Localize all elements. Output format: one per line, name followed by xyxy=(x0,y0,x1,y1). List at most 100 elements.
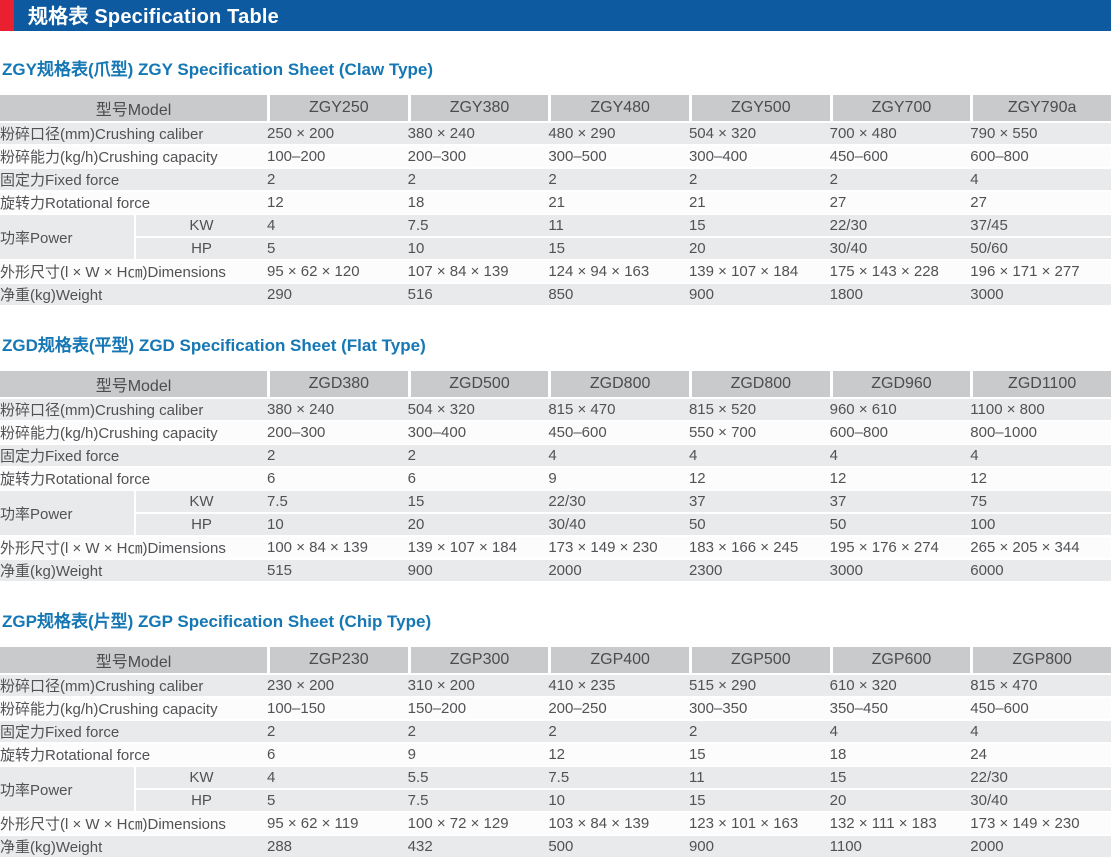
model-header-cell: ZGD800 xyxy=(688,371,830,397)
value-cell: 300–400 xyxy=(688,146,830,167)
table-row: 功率Power KW 4 7.5 11 15 22/30 37/45 xyxy=(0,215,1111,259)
value-cell: 195 × 176 × 274 xyxy=(829,537,971,558)
value-cell: 610 × 320 xyxy=(829,675,971,696)
model-header-cell: ZGD960 xyxy=(829,371,971,397)
value-cell: 5 xyxy=(267,790,408,811)
power-label-cell: 功率Power xyxy=(0,215,134,259)
value-cell: 18 xyxy=(829,744,971,765)
value-cell: 50/60 xyxy=(970,238,1111,259)
value-cell: 265 × 205 × 344 xyxy=(970,537,1111,558)
row-label-cell: 粉碎能力(kg/h)Crushing capacity xyxy=(0,698,267,719)
value-cell: 350–450 xyxy=(829,698,971,719)
table-row: 固定力Fixed force 2 2 2 2 4 4 xyxy=(0,721,1111,742)
row-label-cell: 固定力Fixed force xyxy=(0,169,267,190)
value-cell: 139 × 107 × 184 xyxy=(688,261,830,282)
table-row: 净重(kg)Weight 515 900 2000 2300 3000 6000 xyxy=(0,560,1111,581)
value-cell: 200–300 xyxy=(407,146,549,167)
value-cell: 107 × 84 × 139 xyxy=(407,261,549,282)
value-cell: 15 xyxy=(688,215,830,236)
value-cell: 15 xyxy=(829,767,971,788)
value-cell: 550 × 700 xyxy=(688,422,830,443)
table-row: 功率Power KW 7.5 15 22/30 37 37 75 xyxy=(0,491,1111,535)
value-cell: 960 × 610 xyxy=(829,399,971,420)
model-column-header-cell: 型号Model xyxy=(0,95,267,121)
model-header-cell: ZGD1100 xyxy=(970,371,1111,397)
value-cell: 5.5 xyxy=(407,767,549,788)
model-header-cell: ZGY380 xyxy=(407,95,549,121)
value-cell: 10 xyxy=(407,238,549,259)
row-label-cell: 外形尺寸(l × W × H㎝)Dimensions xyxy=(0,537,267,558)
value-cell: 50 xyxy=(688,514,830,535)
value-cell: 11 xyxy=(548,215,689,236)
value-cell: 700 × 480 xyxy=(829,123,971,144)
value-cell: 124 × 94 × 163 xyxy=(548,261,689,282)
value-cell: 2000 xyxy=(548,560,689,581)
value-cell: 2 xyxy=(829,169,971,190)
value-cell: 37/45 xyxy=(970,215,1111,236)
value-cell: 20 xyxy=(829,790,971,811)
value-cell: 4 xyxy=(829,721,971,742)
value-cell: 504 × 320 xyxy=(407,399,549,420)
value-cell: 2 xyxy=(407,445,549,466)
section-title-zgd: ZGD规格表(平型) ZGD Specification Sheet (Flat… xyxy=(2,336,426,355)
value-cell: 15 xyxy=(407,491,549,512)
value-cell: 3000 xyxy=(970,284,1111,305)
model-header-row: 型号Model ZGY250 ZGY380 ZGY480 ZGY500 ZGY700 ZGY… xyxy=(0,95,1111,121)
power-sub-label-cell: HP xyxy=(134,238,267,259)
value-cell: 100–150 xyxy=(267,698,408,719)
value-cell: 15 xyxy=(548,238,689,259)
value-cell: 815 × 470 xyxy=(548,399,689,420)
value-cell: 450–600 xyxy=(548,422,689,443)
value-cell: 1100 xyxy=(829,836,971,857)
row-label-cell: 净重(kg)Weight xyxy=(0,284,267,305)
table-row: 旋转力Rotational force 6 6 9 12 12 12 xyxy=(0,468,1111,489)
power-sub-label-cell: HP xyxy=(134,790,267,811)
value-cell: 900 xyxy=(407,560,549,581)
row-label-cell: 粉碎能力(kg/h)Crushing capacity xyxy=(0,146,267,167)
blue-title-bar: 规格表 Specification Table xyxy=(14,0,1111,31)
model-header-cell: ZGP800 xyxy=(970,647,1111,673)
value-cell: 15 xyxy=(688,744,830,765)
value-cell: 800–1000 xyxy=(970,422,1111,443)
value-cell: 200–300 xyxy=(267,422,408,443)
row-label-cell: 旋转力Rotational force xyxy=(0,744,267,765)
row-label-cell: 粉碎能力(kg/h)Crushing capacity xyxy=(0,422,267,443)
page-title: 规格表 Specification Table xyxy=(28,6,279,28)
value-cell: 380 × 240 xyxy=(407,123,549,144)
model-header-cell: ZGD380 xyxy=(267,371,408,397)
section-title-zgy: ZGY规格表(爪型) ZGY Specification Sheet (Claw… xyxy=(2,60,434,79)
value-cell: 2 xyxy=(267,721,408,742)
value-cell: 2300 xyxy=(688,560,830,581)
red-accent-block xyxy=(0,0,14,31)
value-cell: 850 xyxy=(548,284,689,305)
value-cell: 6 xyxy=(407,468,549,489)
value-cell: 175 × 143 × 228 xyxy=(829,261,971,282)
model-header-cell: ZGY250 xyxy=(267,95,408,121)
value-cell: 300–350 xyxy=(688,698,830,719)
row-label-cell: 固定力Fixed force xyxy=(0,445,267,466)
value-cell: 9 xyxy=(407,744,549,765)
table-row: 净重(kg)Weight 290 516 850 900 1800 3000 xyxy=(0,284,1111,305)
table-body: 粉碎口径(mm)Crushing caliber 380 × 240 504 × 3… xyxy=(0,399,1111,581)
value-cell: 12 xyxy=(829,468,971,489)
model-header-cell: ZGP400 xyxy=(548,647,689,673)
table-row: 粉碎口径(mm)Crushing caliber 250 × 200 380 × 2… xyxy=(0,123,1111,144)
value-cell: 5 xyxy=(267,238,408,259)
value-cell: 4 xyxy=(267,215,408,236)
value-cell: 27 xyxy=(829,192,971,213)
value-cell: 790 × 550 xyxy=(970,123,1111,144)
value-cell: 22/30 xyxy=(829,215,971,236)
value-cell: 123 × 101 × 163 xyxy=(688,813,830,834)
row-label-cell: 固定力Fixed force xyxy=(0,721,267,742)
power-label-cell: 功率Power xyxy=(0,491,134,535)
value-cell: 12 xyxy=(688,468,830,489)
model-header-cell: ZGP230 xyxy=(267,647,408,673)
table-row: HP 5 7.5 10 15 20 30/40 xyxy=(0,790,1111,811)
value-cell: 50 xyxy=(829,514,971,535)
value-cell: 310 × 200 xyxy=(407,675,549,696)
value-cell: 515 xyxy=(267,560,408,581)
value-cell: 4 xyxy=(688,445,830,466)
model-header-cell: ZGP500 xyxy=(688,647,830,673)
table-row: 旋转力Rotational force 6 9 12 15 18 24 xyxy=(0,744,1111,765)
